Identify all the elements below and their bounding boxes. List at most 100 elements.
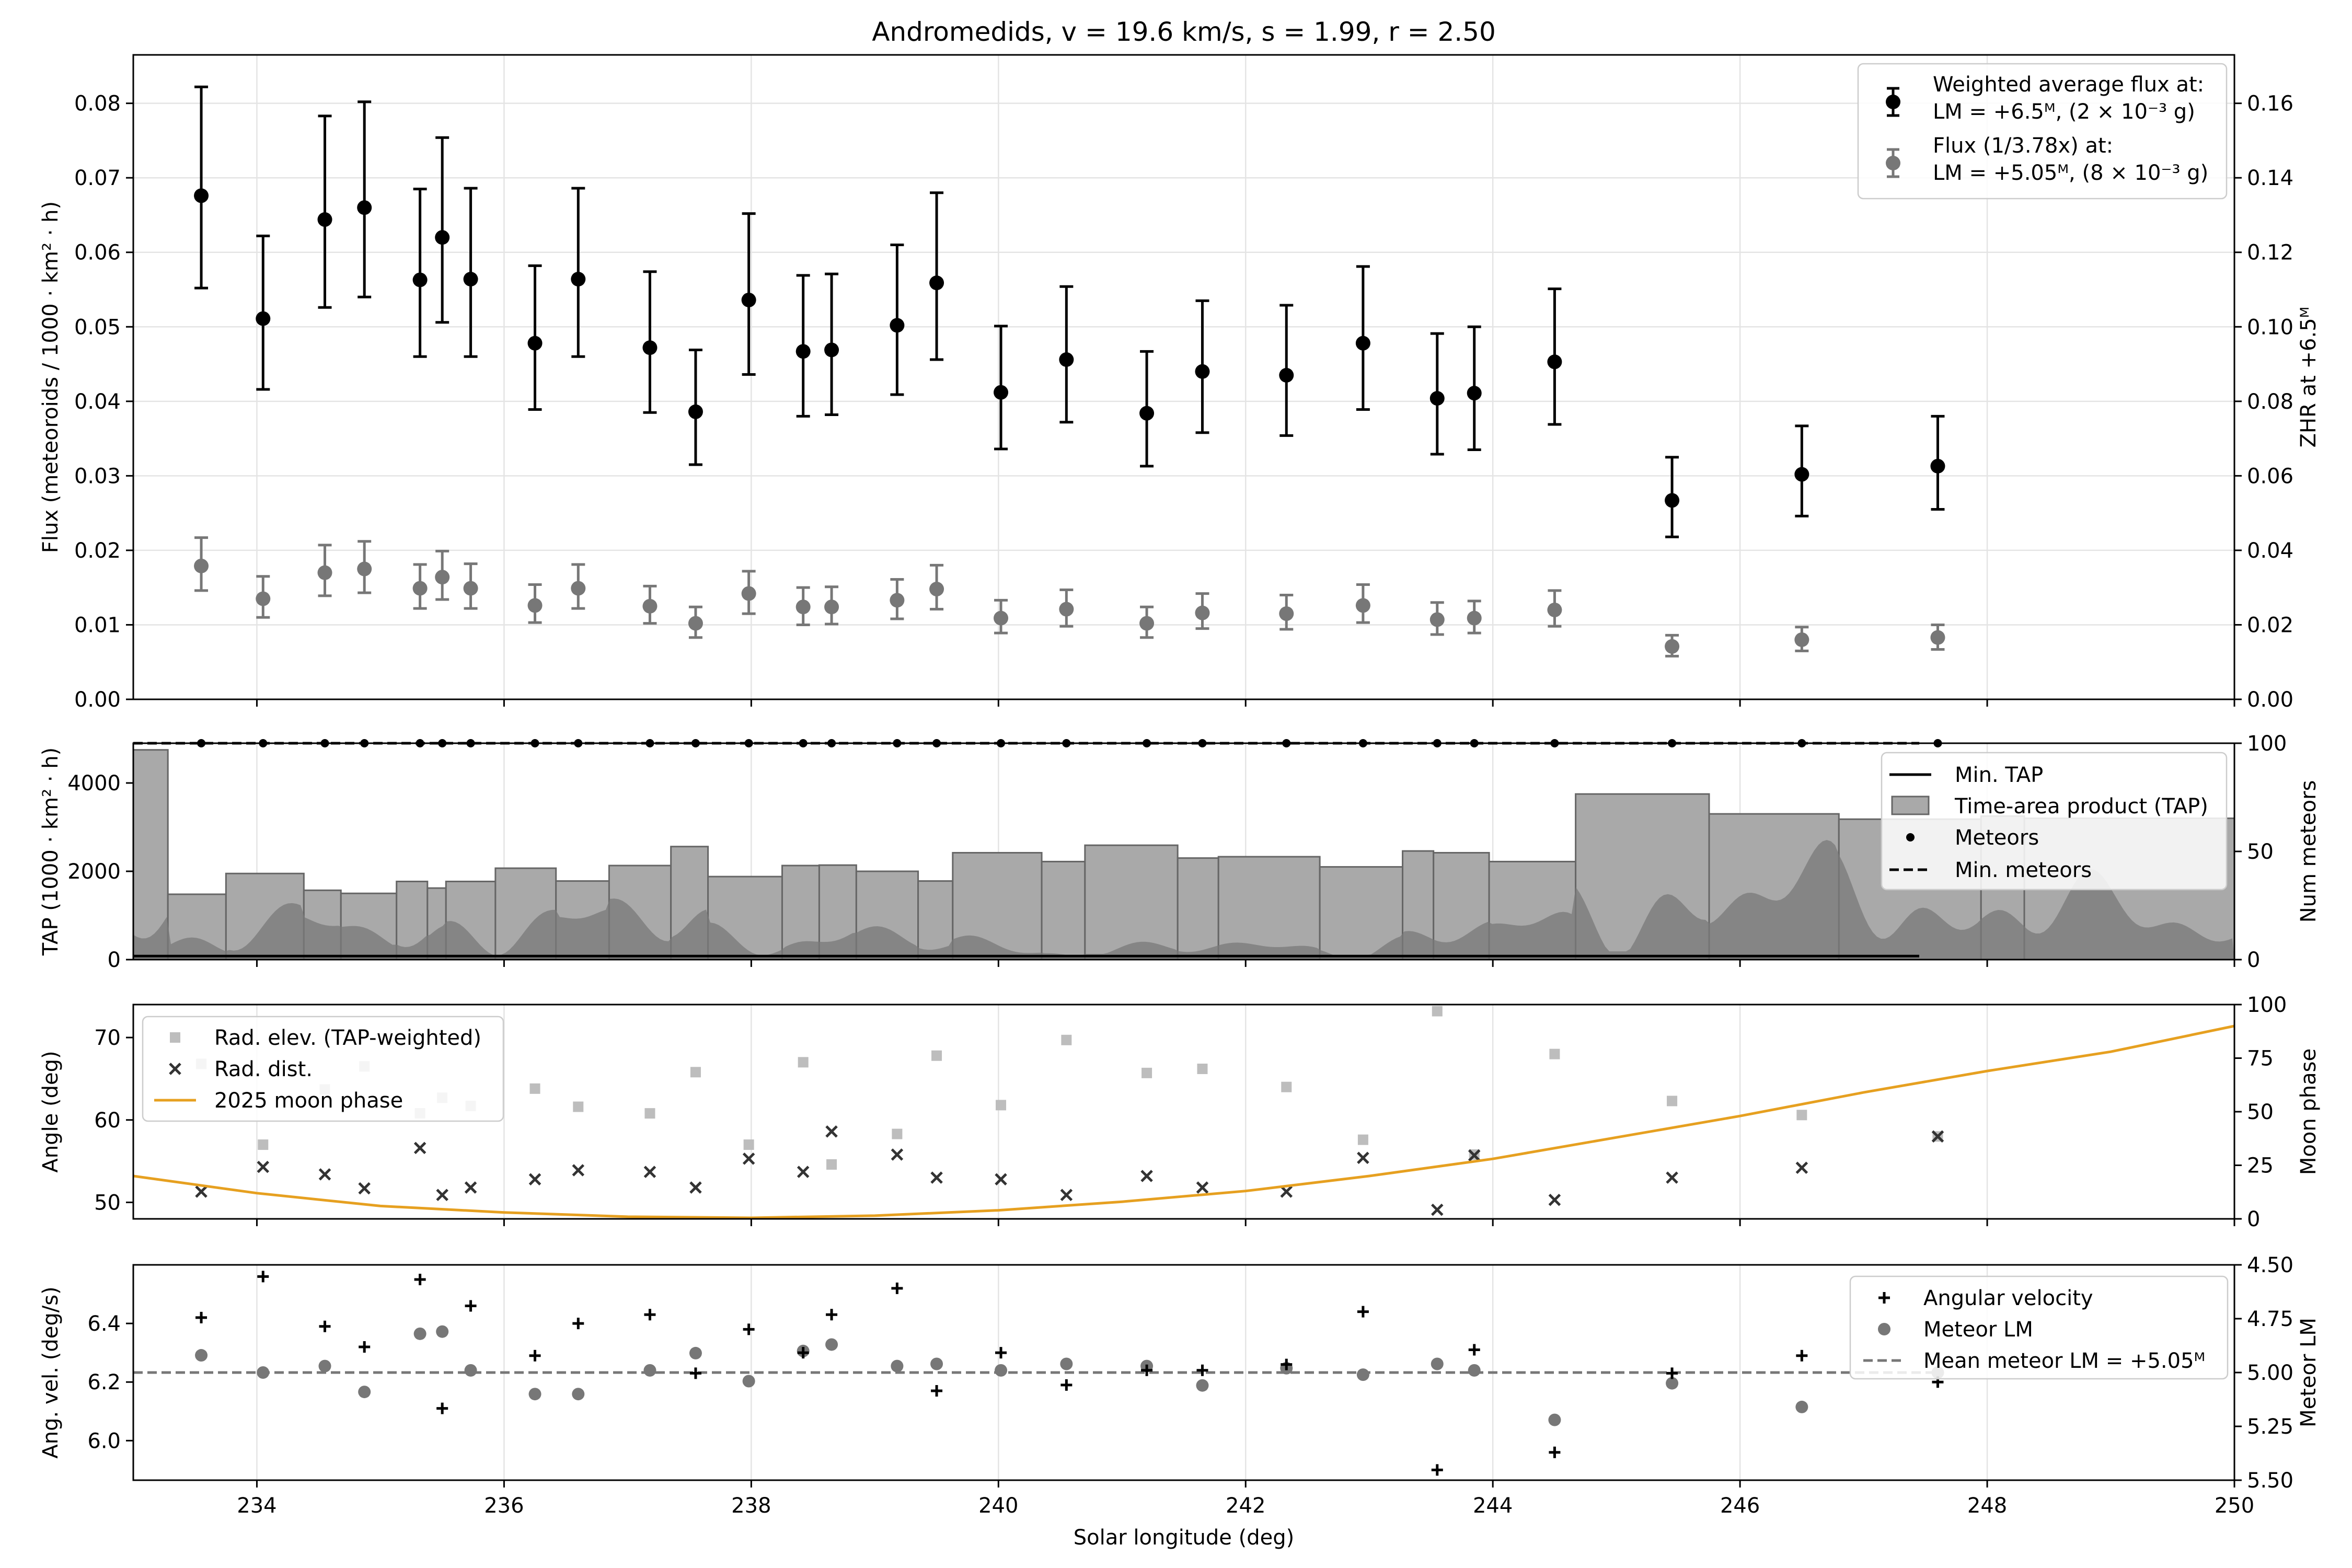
meteor-points — [197, 739, 1942, 747]
axes-frame — [132, 1004, 2235, 1220]
meteor-lm-point — [1548, 1413, 1561, 1426]
angle-legend: Rad. elev. (TAP-weighted) Rad. dist. 202… — [142, 1016, 504, 1122]
axes-frame — [132, 54, 2235, 700]
rad-dist-point — [1196, 1181, 1209, 1194]
rad-dist-point — [930, 1171, 943, 1184]
flux-point — [1930, 458, 1945, 474]
flux-point — [1355, 336, 1370, 351]
ang-vel-point — [644, 1309, 656, 1321]
y-right-tick-label: 0.12 — [2247, 241, 2293, 265]
zhr-y-axis-label: ZHR at +6.5ᴹ — [2297, 307, 2321, 448]
rad-dist-point — [413, 1142, 426, 1155]
ang-vel-point — [436, 1402, 448, 1414]
flux-point — [1794, 467, 1809, 482]
y-tick-label: 50 — [94, 1191, 121, 1215]
rad-dist-point — [528, 1173, 541, 1186]
rad-dist-point — [1548, 1193, 1561, 1206]
meteor-lm-point — [318, 1359, 331, 1373]
rad-elev-point — [743, 1139, 754, 1150]
rad-dist-point — [1468, 1149, 1481, 1162]
y-right-tick-label: 5.00 — [2247, 1361, 2293, 1385]
y-tick-label: 0.07 — [74, 166, 121, 190]
flux-series-1 — [194, 536, 1945, 658]
legend-frame — [1849, 1275, 2229, 1380]
rad-elev-point — [1142, 1067, 1152, 1078]
y-tick-label: 6.0 — [87, 1429, 121, 1453]
meteor-lm-point — [528, 1388, 541, 1401]
legend-marker-bar — [1891, 795, 1930, 815]
meteor-lm-point — [742, 1375, 755, 1388]
legend-frame — [1857, 63, 2228, 200]
meteor-lm-point — [995, 1364, 1008, 1377]
ang-vel-point — [826, 1309, 838, 1321]
velocity-legend: Angular velocity Meteor LM Mean meteor L… — [1849, 1275, 2229, 1380]
flux-point — [256, 311, 271, 326]
legend-marker-dot — [1886, 156, 1900, 170]
y-right-tick-label: 0 — [2247, 948, 2260, 972]
flux-point — [929, 275, 944, 291]
legend-marker-square — [170, 1032, 180, 1043]
flux-point — [527, 336, 543, 351]
flux-point — [1547, 602, 1562, 617]
legend-entry-tap: Time-area product (TAP) — [1954, 794, 2208, 818]
ang-vel-point — [1141, 1364, 1153, 1376]
rad-elev-point — [258, 1139, 269, 1150]
meteor-lm-point — [436, 1325, 449, 1338]
rad-elev-point — [690, 1067, 701, 1078]
flux-legend: Weighted average flux at: LM = +6.5ᴹ, (2… — [1857, 63, 2228, 200]
flux-point — [256, 591, 271, 606]
flux-point — [1059, 602, 1074, 617]
rad-dist-point — [257, 1160, 270, 1173]
x-grid — [256, 1005, 2235, 1219]
y-right-tick-label: 25 — [2247, 1154, 2274, 1178]
ang-vel-point — [1431, 1464, 1443, 1476]
flux-point — [741, 292, 756, 307]
meteor-lm-point — [1795, 1400, 1808, 1413]
meteor-lm-point — [930, 1357, 943, 1370]
flux-point — [1547, 354, 1562, 370]
legend-entry-weighted-flux: Weighted average flux at: — [1933, 73, 2204, 97]
legend-marker-plus — [1878, 1292, 1890, 1304]
y-right-tick-label: 5.25 — [2247, 1415, 2293, 1439]
legend-frame — [142, 1016, 504, 1122]
ang-vel-point — [1796, 1350, 1808, 1362]
flux-y-axis-label: Flux (meteoroids / 1000 · km² · h) — [39, 201, 63, 553]
flux-point — [688, 404, 703, 419]
y-tick-label: 70 — [94, 1026, 121, 1050]
flux-point — [824, 342, 839, 358]
rad-elev-point — [826, 1159, 837, 1170]
legend-marker-dot — [1886, 95, 1900, 109]
meteor-lm-points — [195, 1325, 1944, 1426]
legend-entry-rad-dist: Rad. dist. — [214, 1057, 313, 1081]
flux-point — [571, 581, 586, 596]
flux-point — [1139, 406, 1155, 421]
ang-vel-point — [891, 1282, 903, 1294]
flux-point — [688, 616, 703, 631]
ang-vel-point — [1196, 1364, 1208, 1376]
x-tick-label: 234 — [237, 1494, 276, 1518]
x-tick-label: 248 — [1967, 1494, 2007, 1518]
rad-dist-point — [318, 1168, 331, 1181]
num-meteors-axis-label: Num meteors — [2297, 780, 2321, 923]
meteor-lm-point — [1196, 1379, 1209, 1392]
flux-point — [357, 561, 372, 577]
flux-point — [1429, 612, 1445, 627]
flux-point — [1195, 364, 1210, 379]
x-tick-label: 240 — [978, 1494, 1018, 1518]
rad-dist-point — [689, 1181, 702, 1194]
meteor-lm-point — [1060, 1357, 1073, 1370]
velocity-panel: Ang. vel. (deg/s) Meteor LM 6.0 6.2 6.4 4.5… — [39, 1253, 2321, 1518]
axis-ticks: 50 60 70 0 25 50 75 100 — [94, 993, 2287, 1231]
flux-point — [1355, 598, 1370, 613]
moon-phase-axis-label: Moon phase — [2297, 1048, 2321, 1175]
meteor-lm-point — [1356, 1368, 1369, 1381]
ang-vel-point — [1468, 1344, 1480, 1356]
meteor-lm-point — [572, 1388, 585, 1401]
flux-point — [1467, 386, 1482, 401]
rad-dist-point — [643, 1166, 656, 1178]
rad-dist-point — [1931, 1130, 1944, 1143]
y-right-tick-label: 4.50 — [2247, 1253, 2293, 1277]
y-tick-label: 0.02 — [74, 539, 121, 563]
rad-elev-point — [1197, 1064, 1208, 1074]
rad-dist-point — [797, 1166, 810, 1178]
